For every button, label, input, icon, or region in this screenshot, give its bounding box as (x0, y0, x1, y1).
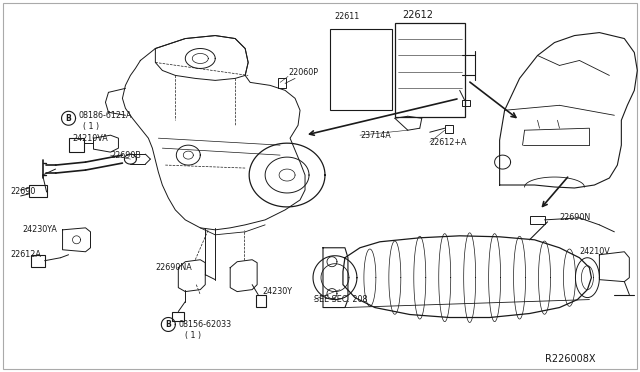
Bar (31, 255, 45, 267)
Text: B: B (166, 320, 172, 329)
Text: 24210V: 24210V (579, 247, 610, 256)
Text: 22690NA: 22690NA (156, 263, 192, 272)
Text: ( 1 ): ( 1 ) (186, 331, 202, 340)
Text: 08186-6121A: 08186-6121A (79, 111, 132, 120)
Text: 22612+A: 22612+A (430, 138, 467, 147)
Text: 24210VA: 24210VA (72, 134, 108, 143)
Bar (445, 125, 452, 133)
Bar (395, 23, 465, 117)
Text: 22690: 22690 (11, 187, 36, 196)
Bar (29, 185, 47, 197)
Text: ( 1 ): ( 1 ) (83, 122, 99, 131)
Text: 22612: 22612 (403, 10, 433, 20)
Text: B: B (66, 114, 72, 123)
Bar (172, 311, 184, 321)
Text: 22690N: 22690N (559, 214, 591, 222)
Bar (330, 29, 392, 110)
Bar (278, 78, 286, 89)
Text: 22690B: 22690B (111, 151, 141, 160)
Text: SEE SEC. 208: SEE SEC. 208 (314, 295, 367, 304)
Text: 22060P: 22060P (288, 68, 318, 77)
Bar (256, 295, 266, 307)
Text: 22611: 22611 (334, 12, 359, 21)
Bar (461, 100, 470, 106)
Text: 24230YA: 24230YA (22, 225, 58, 234)
Bar (529, 216, 545, 224)
Bar (68, 138, 83, 152)
Text: 08156-62033: 08156-62033 (179, 320, 232, 329)
Text: 22612A: 22612A (11, 250, 42, 259)
Text: 24230Y: 24230Y (262, 287, 292, 296)
Text: R226008X: R226008X (545, 355, 595, 364)
Text: 23714A: 23714A (360, 131, 390, 140)
